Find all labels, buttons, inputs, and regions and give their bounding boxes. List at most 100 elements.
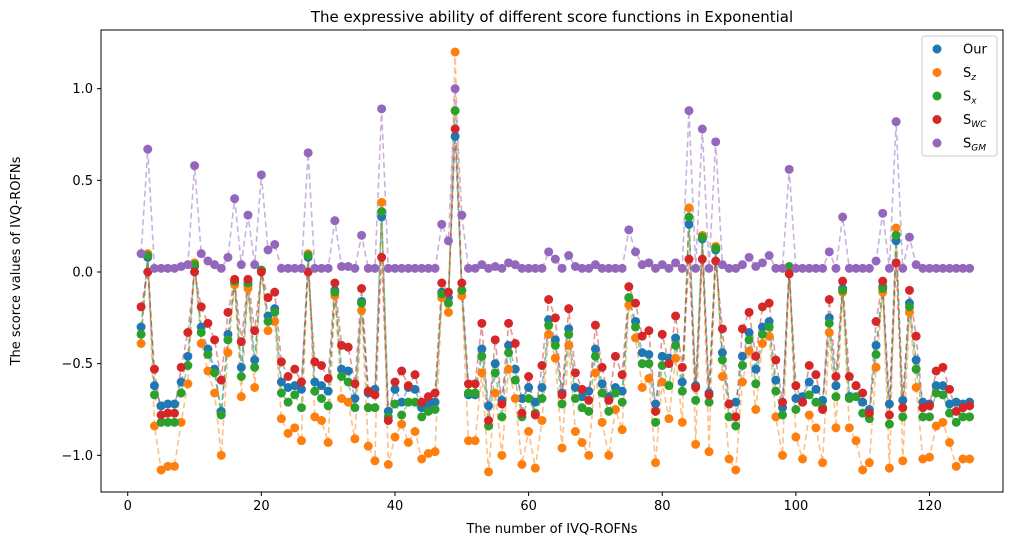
data-point <box>938 417 948 427</box>
data-point <box>911 260 921 270</box>
data-point <box>878 276 888 286</box>
data-point <box>637 359 647 369</box>
data-point <box>210 368 220 378</box>
data-point <box>196 339 206 348</box>
data-point <box>283 428 293 438</box>
data-point <box>838 212 848 222</box>
data-point <box>176 417 186 427</box>
data-point <box>430 405 440 414</box>
data-point <box>811 397 821 407</box>
data-point <box>203 350 213 359</box>
data-point <box>296 403 306 413</box>
data-point <box>844 263 854 273</box>
data-point <box>717 348 727 358</box>
data-point <box>884 410 894 420</box>
legend-marker <box>932 91 942 101</box>
data-point <box>510 364 520 374</box>
data-point <box>904 285 914 295</box>
data-point <box>196 249 206 259</box>
data-point <box>884 419 894 429</box>
data-point <box>958 412 968 422</box>
data-point <box>651 406 661 416</box>
data-point <box>691 383 701 392</box>
data-point <box>337 262 347 271</box>
data-point <box>296 263 306 273</box>
data-point <box>430 388 440 398</box>
data-point <box>170 461 179 471</box>
data-point <box>791 381 801 391</box>
data-point <box>757 258 767 268</box>
data-point <box>931 421 941 431</box>
data-point <box>296 436 306 446</box>
data-point <box>724 263 734 273</box>
data-point <box>624 282 634 292</box>
data-point <box>530 263 540 273</box>
y-axis-label: The scorce values of IVQ-ROFNs <box>9 156 24 366</box>
data-point <box>671 311 681 321</box>
data-point <box>757 339 767 348</box>
data-point <box>510 260 520 270</box>
x-axis-label: The number of IVQ-ROFNs <box>465 522 637 537</box>
legend-label: Our <box>963 43 987 58</box>
data-point <box>210 335 220 345</box>
data-point <box>858 465 868 475</box>
data-point <box>965 412 975 422</box>
data-point <box>530 463 540 473</box>
data-point <box>891 258 901 268</box>
data-point <box>811 423 821 433</box>
data-point <box>136 249 146 259</box>
data-point <box>751 405 761 414</box>
data-point <box>236 337 246 347</box>
data-point <box>651 458 661 468</box>
data-point <box>323 438 333 447</box>
data-point <box>858 388 868 398</box>
data-point <box>537 383 547 392</box>
data-point <box>403 263 413 273</box>
data-point <box>477 351 487 361</box>
data-point <box>577 403 587 413</box>
data-point <box>537 394 547 403</box>
data-point <box>931 381 941 391</box>
data-point <box>276 388 286 398</box>
data-point <box>290 364 300 374</box>
data-point <box>751 364 761 374</box>
data-point <box>858 408 868 418</box>
data-point <box>323 401 333 411</box>
data-point <box>898 395 908 405</box>
data-point <box>390 263 400 273</box>
data-point <box>584 450 594 460</box>
data-point <box>350 403 360 413</box>
data-point <box>350 263 360 273</box>
data-point <box>771 355 781 365</box>
data-point <box>604 263 614 273</box>
data-point <box>397 366 407 376</box>
data-point <box>564 329 574 339</box>
data-point <box>176 362 186 372</box>
data-point <box>925 401 934 411</box>
data-point <box>183 260 193 270</box>
data-point <box>504 364 514 374</box>
data-point <box>918 263 928 273</box>
data-point <box>484 416 494 425</box>
data-point <box>337 372 347 381</box>
data-point <box>871 350 881 359</box>
data-point <box>163 461 173 471</box>
data-point <box>891 230 901 240</box>
data-point <box>303 251 313 260</box>
data-point <box>196 328 206 337</box>
data-point <box>798 454 808 464</box>
data-point <box>717 372 727 381</box>
series-points-4 <box>136 84 975 273</box>
data-point <box>711 243 721 253</box>
data-point <box>898 263 908 273</box>
data-point <box>256 170 266 180</box>
data-point <box>450 47 460 57</box>
data-point <box>450 124 460 134</box>
data-point <box>403 438 413 447</box>
data-point <box>470 263 480 273</box>
data-point <box>263 245 273 255</box>
data-point <box>550 340 560 350</box>
data-point <box>925 452 934 462</box>
data-point <box>657 329 667 339</box>
